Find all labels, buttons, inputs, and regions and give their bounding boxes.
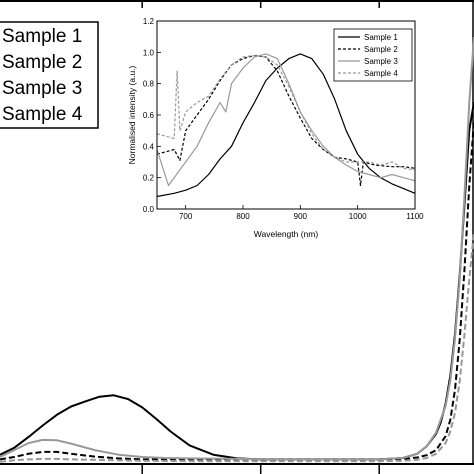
main-legend-label-1: Sample 1 [2,26,82,47]
main-legend: Sample 1 Sample 2 Sample 3 Sample 4 [0,21,99,129]
main-legend-label-2: Sample 2 [2,52,82,73]
main-legend-box [0,21,99,129]
inset-series-line-3 [156,53,416,187]
inset-x-tick-label-1100: 1100 [406,212,424,221]
inset-x-tick-label-1000: 1000 [349,212,367,221]
inset-legend-label-4: Sample 4 [364,69,398,78]
inset-x-tick-label-700: 700 [179,212,193,221]
inset-y-tick-label-5: 1.0 [143,48,155,57]
main-legend-label-3: Sample 3 [2,78,82,99]
inset-legend-swatches [338,36,360,74]
main-legend-label-4: Sample 4 [2,104,83,125]
inset-legend: Sample 1 Sample 2 Sample 3 Sample 4 [333,28,413,82]
inset-legend-label-3: Sample 3 [364,57,398,66]
main-series-line-4 [0,231,474,463]
inset-y-tick-label-2: 0.4 [143,142,155,151]
main-series-group [0,37,474,463]
inset-y-tick-label-0: 0.0 [143,205,155,214]
inset-y-axis-label: Normalised intensity (a.u.) [127,65,137,164]
inset-y-tick-label-4: 0.8 [143,80,155,89]
inset-tick-marks: 700 800 900 1000 1100 0.0 0.2 0.4 0.6 0.8 1.0 1.2 [143,17,424,221]
inset-series-group [156,53,416,198]
inset-x-tick-label-900: 900 [294,212,308,221]
inset-x-tick-label-800: 800 [236,212,250,221]
main-tick-marks [141,0,380,474]
inset-y-tick-label-1: 0.2 [143,174,155,183]
main-series-line-3 [0,37,474,461]
inset-legend-label-1: Sample 1 [364,33,398,42]
inset-chart: 700 800 900 1000 1100 0.0 0.2 0.4 0.6 0.8 1.0 1.2 W… [127,17,424,239]
inset-legend-box [333,28,413,82]
inset-y-tick-label-6: 1.2 [143,17,155,26]
inset-y-tick-label-3: 0.6 [143,111,155,120]
inset-legend-label-2: Sample 2 [364,45,398,54]
inset-series-line-4 [156,54,416,171]
inset-series-line-1 [156,53,416,198]
inset-x-axis-label: Wavelength (nm) [254,229,319,239]
